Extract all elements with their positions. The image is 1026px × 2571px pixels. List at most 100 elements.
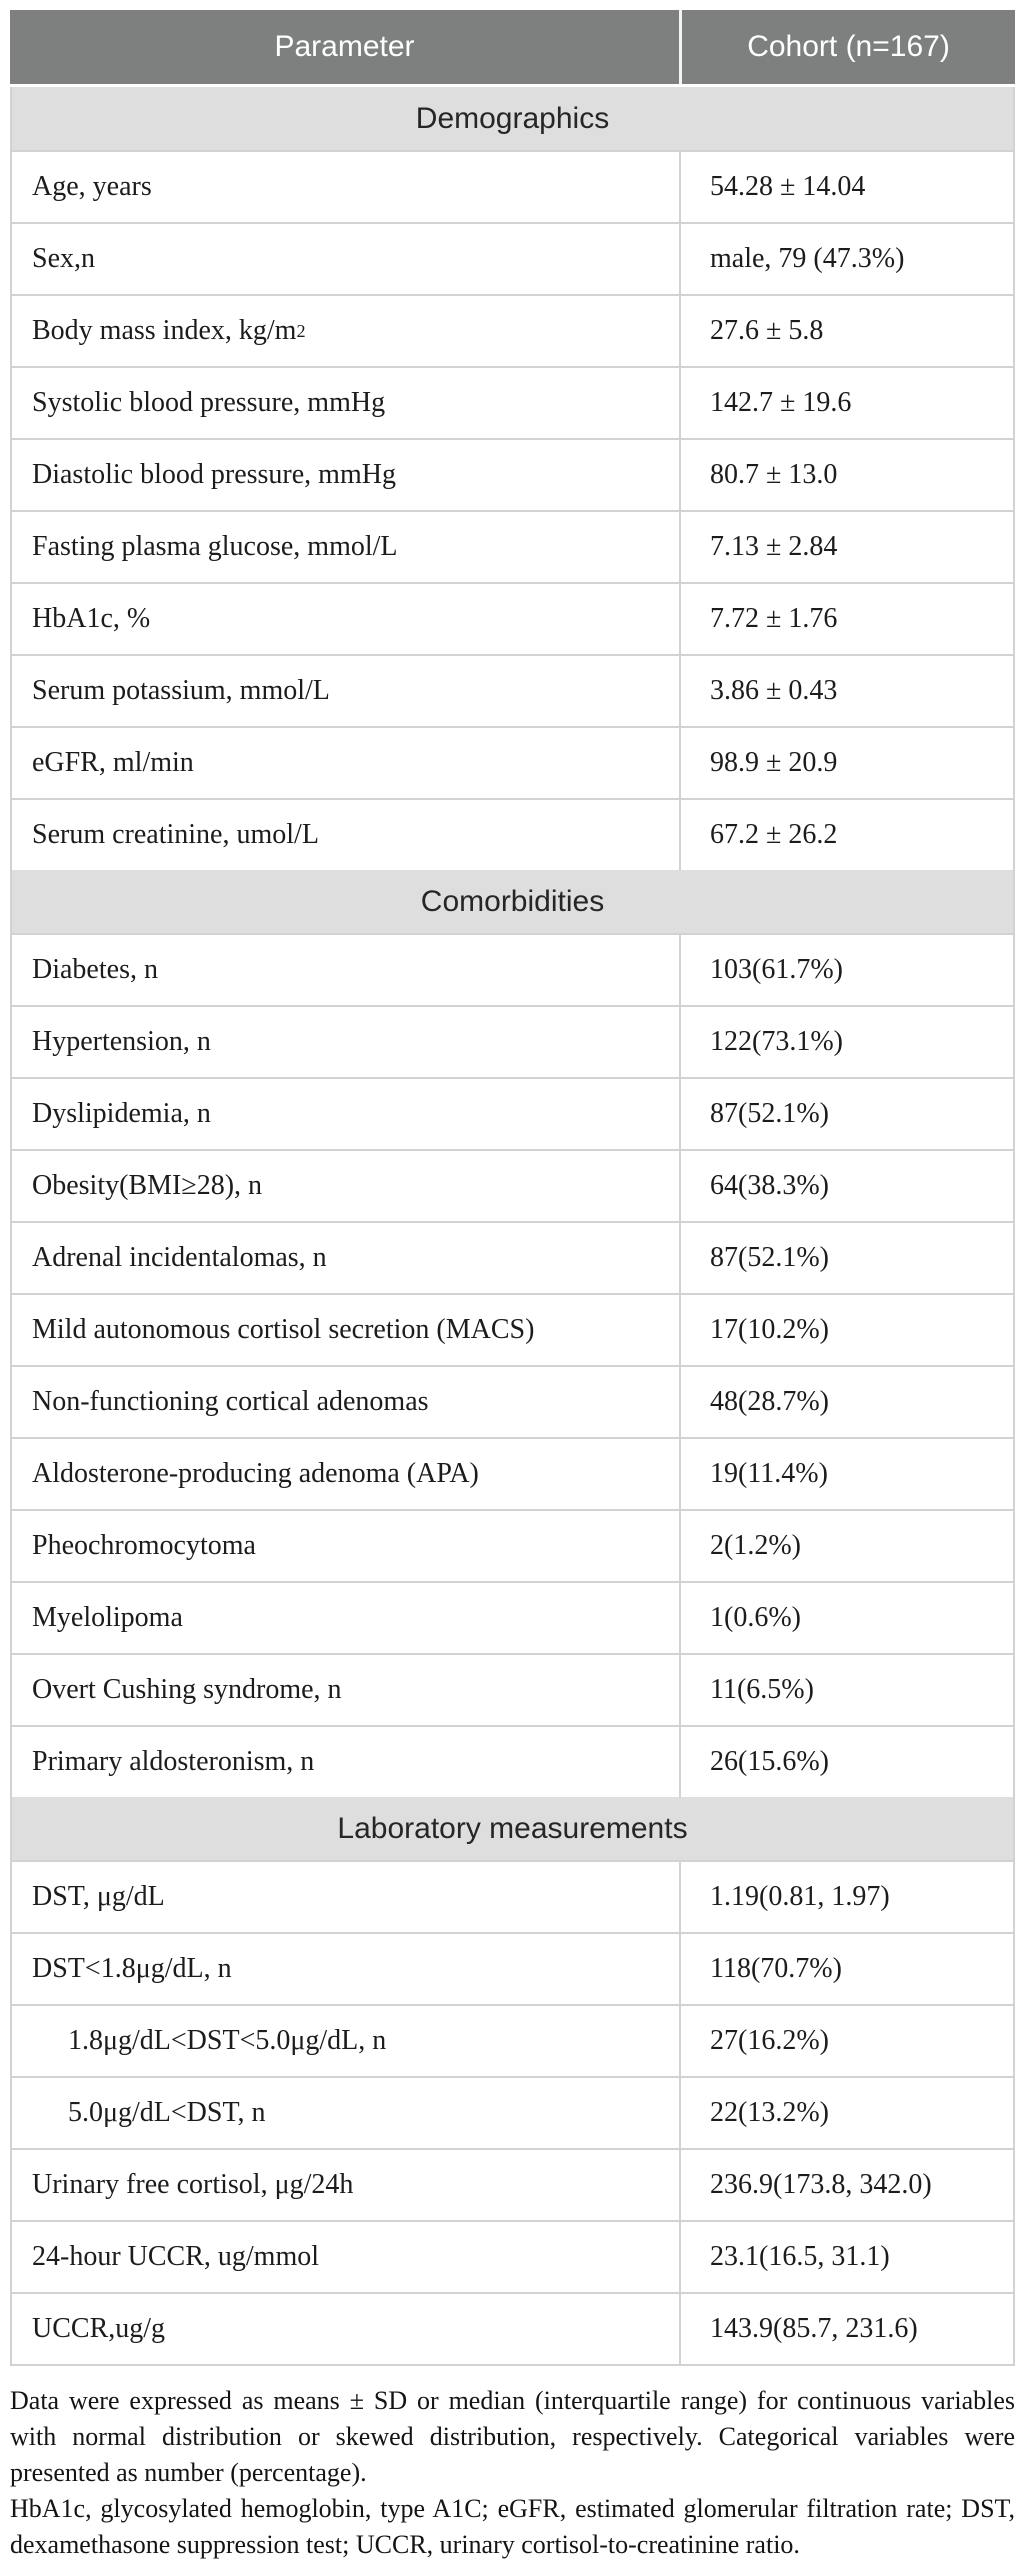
table-row: Mild autonomous cortisol secretion (MACS… [12,1293,1013,1365]
row-label-text: Serum potassium, mmol/L [32,675,330,706]
footnotes: Data were expressed as means ± SD or med… [10,2366,1015,2571]
row-value: 17(10.2%) [679,1295,1013,1365]
table-row: Urinary free cortisol, μg/24h 236.9(173.8… [12,2148,1013,2220]
row-label: 1.8μg/dL<DST<5.0μg/dL, n [12,2006,679,2076]
table-header-row: Parameter Cohort (n=167) [10,10,1015,84]
row-value: 19(11.4%) [679,1439,1013,1509]
table-row: Fasting plasma glucose, mmol/L 7.13 ± 2.8… [12,510,1013,582]
row-label: Obesity(BMI≥28), n [12,1151,679,1221]
row-label: HbA1c, % [12,584,679,654]
row-label: DST<1.8μg/dL, n [12,1934,679,2004]
row-value: 1.19(0.81, 1.97) [679,1862,1013,1932]
row-value: 26(15.6%) [679,1727,1013,1797]
table-row: Systolic blood pressure, mmHg 142.7 ± 19.… [12,366,1013,438]
row-label: 5.0μg/dL<DST, n [12,2078,679,2148]
row-value: 3.86 ± 0.43 [679,656,1013,726]
row-value: 2(1.2%) [679,1511,1013,1581]
row-label: Hypertension, n [12,1007,679,1077]
row-label: Diabetes, n [12,935,679,1005]
row-value: 27.6 ± 5.8 [679,296,1013,366]
row-value: 11(6.5%) [679,1655,1013,1725]
table-row: Serum potassium, mmol/L 3.86 ± 0.43 [12,654,1013,726]
section-header-demographics: Demographics [12,87,1013,150]
row-label: Age, years [12,152,679,222]
row-label-text: Body mass index, kg/m [32,315,297,346]
row-label: Non-functioning cortical adenomas [12,1367,679,1437]
table-body: Demographics Age, years 54.28 ± 14.04 Sex,n… [10,87,1015,2366]
column-header-parameter: Parameter [274,30,415,63]
table-row: Diastolic blood pressure, mmHg 80.7 ± 13.… [12,438,1013,510]
table-row: Diabetes, n 103(61.7%) [12,933,1013,1005]
row-label-text: Dyslipidemia, n [32,1098,211,1129]
row-value: 54.28 ± 14.04 [679,152,1013,222]
table-row: Adrenal incidentalomas, n 87(52.1%) [12,1221,1013,1293]
table-row: 24-hour UCCR, ug/mmol 23.1(16.5, 31.1) [12,2220,1013,2292]
row-value: 22(13.2%) [679,2078,1013,2148]
column-header-cohort: Cohort (n=167) [679,10,1015,84]
row-value: 27(16.2%) [679,2006,1013,2076]
row-label-text: Serum creatinine, umol/L [32,819,319,850]
row-label: Urinary free cortisol, μg/24h [12,2150,679,2220]
footnote-statistics: Data were expressed as means ± SD or med… [10,2386,1015,2487]
table-row: eGFR, ml/min 98.9 ± 20.9 [12,726,1013,798]
table-row: DST<1.8μg/dL, n 118(70.7%) [12,1932,1013,2004]
table-row: Dyslipidemia, n 87(52.1%) [12,1077,1013,1149]
table-row: Age, years 54.28 ± 14.04 [12,150,1013,222]
row-label: Mild autonomous cortisol secretion (MACS… [12,1295,679,1365]
table-row: 1.8μg/dL<DST<5.0μg/dL, n 27(16.2%) [12,2004,1013,2076]
table-row: Primary aldosteronism, n 26(15.6%) [12,1725,1013,1797]
table-row: Body mass index, kg/m 2 27.6 ± 5.8 [12,294,1013,366]
row-label-text: Non-functioning cortical adenomas [32,1386,429,1417]
row-value: 87(52.1%) [679,1079,1013,1149]
row-label: Pheochromocytoma [12,1511,679,1581]
section-header-laboratory-measurements: Laboratory measurements [12,1797,1013,1860]
table-row: Obesity(BMI≥28), n 64(38.3%) [12,1149,1013,1221]
row-value: 103(61.7%) [679,935,1013,1005]
row-label-text: Primary aldosteronism, n [32,1746,315,1777]
row-value: 67.2 ± 26.2 [679,800,1013,870]
table-row: HbA1c, % 7.72 ± 1.76 [12,582,1013,654]
row-label-text: Diastolic blood pressure, mmHg [32,459,396,490]
row-label: Serum potassium, mmol/L [12,656,679,726]
row-label: Adrenal incidentalomas, n [12,1223,679,1293]
row-label-text: Diabetes, n [32,954,158,985]
row-label-text: Myelolipoma [32,1602,183,1633]
row-label-text: Pheochromocytoma [32,1530,256,1561]
row-label-text: 1.8μg/dL<DST<5.0μg/dL, n [68,2025,387,2056]
row-label: DST, μg/dL [12,1862,679,1932]
row-label-text: Hypertension, n [32,1026,211,1057]
table-row: Aldosterone-producing adenoma (APA) 19(11… [12,1437,1013,1509]
table-row: Serum creatinine, umol/L 67.2 ± 26.2 [12,798,1013,870]
row-label: eGFR, ml/min [12,728,679,798]
row-label: Aldosterone-producing adenoma (APA) [12,1439,679,1509]
cohort-table: Parameter Cohort (n=167) Demographics Age… [10,10,1015,2366]
row-label-text: 5.0μg/dL<DST, n [68,2097,266,2128]
row-label: Primary aldosteronism, n [12,1727,679,1797]
row-label-text: eGFR, ml/min [32,747,194,778]
footnote-abbreviations: HbA1c, glycosylated hemoglobin, type A1C… [10,2494,1015,2559]
row-value: 98.9 ± 20.9 [679,728,1013,798]
row-value: 118(70.7%) [679,1934,1013,2004]
table-row: Overt Cushing syndrome, n 11(6.5%) [12,1653,1013,1725]
row-value: 7.72 ± 1.76 [679,584,1013,654]
table-row: Sex,n male, 79 (47.3%) [12,222,1013,294]
row-label: Systolic blood pressure, mmHg [12,368,679,438]
row-label: Dyslipidemia, n [12,1079,679,1149]
table-row: DST, μg/dL 1.19(0.81, 1.97) [12,1860,1013,1932]
row-label: 24-hour UCCR, ug/mmol [12,2222,679,2292]
row-label-text: Sex,n [32,243,95,274]
table-row: UCCR,ug/g 143.9(85.7, 231.6) [12,2292,1013,2364]
row-value: 64(38.3%) [679,1151,1013,1221]
row-label-text: 24-hour UCCR, ug/mmol [32,2241,320,2272]
row-label-text: Aldosterone-producing adenoma (APA) [32,1458,479,1489]
row-value: 122(73.1%) [679,1007,1013,1077]
row-label: Overt Cushing syndrome, n [12,1655,679,1725]
row-value: 1(0.6%) [679,1583,1013,1653]
row-label-text: Obesity(BMI≥28), n [32,1170,263,1201]
row-label-text: Adrenal incidentalomas, n [32,1242,327,1273]
table-row: 5.0μg/dL<DST, n 22(13.2%) [12,2076,1013,2148]
row-label: Sex,n [12,224,679,294]
row-value: 80.7 ± 13.0 [679,440,1013,510]
row-value: 142.7 ± 19.6 [679,368,1013,438]
